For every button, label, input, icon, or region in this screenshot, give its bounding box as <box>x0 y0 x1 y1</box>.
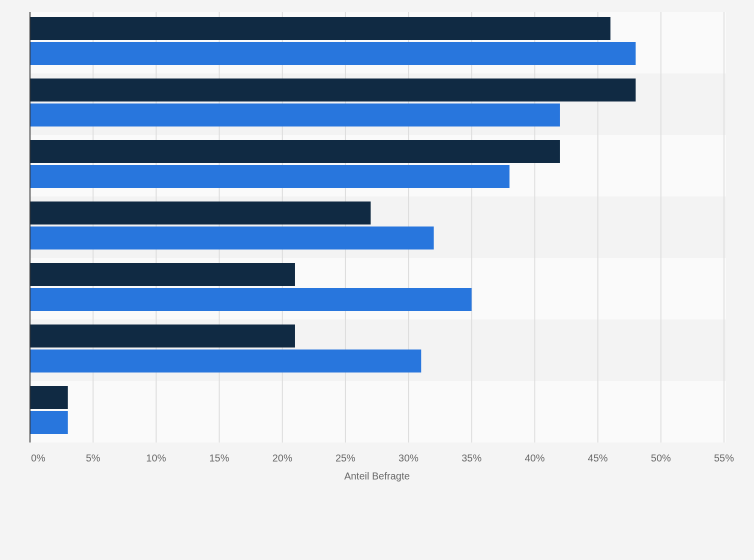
x-tick-label: 35% <box>462 454 482 465</box>
x-tick-label: 40% <box>525 454 545 465</box>
x-tick-labels: 0% 5% 10% 15% 20% 25% 30% 35% 40% 45% 50% 55% <box>31 454 734 465</box>
x-tick-label: 30% <box>399 454 419 465</box>
bar-series-1 <box>30 140 560 163</box>
bar-series-1 <box>30 78 636 102</box>
x-tick-label: 55% <box>714 454 734 465</box>
bar-series-2 <box>30 42 636 65</box>
x-tick-label: 20% <box>272 454 292 465</box>
bar-series-1 <box>30 17 611 40</box>
bar-series-2 <box>30 103 560 127</box>
bar-series-2 <box>30 411 68 434</box>
x-tick-label: 5% <box>86 454 101 465</box>
x-tick-label: 45% <box>588 454 608 465</box>
x-tick-label: 15% <box>209 454 229 465</box>
bars <box>30 17 636 434</box>
row-band <box>30 381 726 443</box>
x-tick-label: 0% <box>31 454 46 465</box>
x-axis-title: Anteil Befragte <box>344 472 410 483</box>
bar-series-1 <box>30 263 295 286</box>
bar-series-1 <box>30 201 371 225</box>
bar-series-2 <box>30 288 472 311</box>
x-tick-label: 25% <box>335 454 355 465</box>
x-tick-label: 10% <box>146 454 166 465</box>
bar-series-2 <box>30 226 434 250</box>
bar-series-1 <box>30 324 295 348</box>
x-tick-label: 50% <box>651 454 671 465</box>
bar-series-1 <box>30 386 68 409</box>
bar-series-2 <box>30 349 422 373</box>
bar-series-2 <box>30 165 510 188</box>
